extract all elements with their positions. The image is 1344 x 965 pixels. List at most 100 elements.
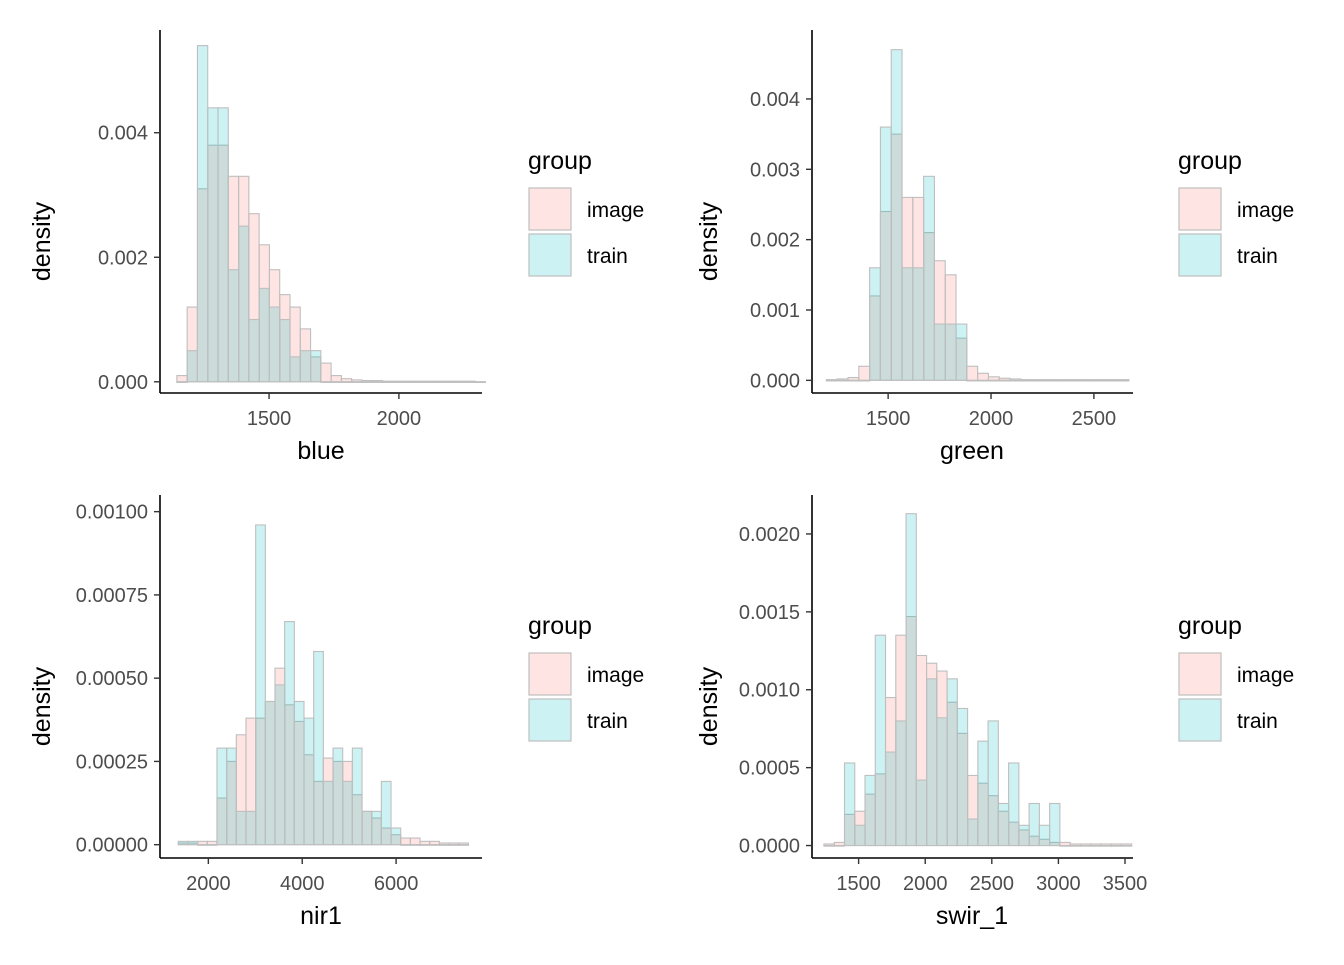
legend-key-image (1178, 187, 1222, 231)
legend: group image train (1178, 147, 1294, 277)
bar-train-9 (923, 175, 935, 381)
y-tick-label: 0.002 (98, 247, 148, 269)
bar-train-16 (998, 379, 1011, 382)
y-tick-label: 0.001 (750, 300, 800, 322)
bar-train-5 (226, 747, 237, 846)
bar-train-21 (392, 381, 404, 383)
panel-blue: 0.000 0.002 0.004 1500 2000 blue density group i… (28, 30, 644, 465)
legend-key-image (528, 187, 572, 231)
bar-train-29 (474, 381, 486, 383)
bar-train-17 (997, 802, 1010, 847)
bar-train-3 (854, 824, 866, 847)
bar-train-15 (322, 780, 334, 846)
y-tick-label: 0.00100 (76, 502, 148, 524)
x-tick-label: 2500 (1072, 408, 1117, 430)
bar-train-24 (1069, 844, 1081, 847)
legend-key-image (1178, 652, 1222, 696)
bar-train-19 (361, 810, 373, 846)
bar-train-29 (458, 844, 469, 846)
y-tick-label: 0.0005 (739, 758, 800, 780)
bar-train-22 (390, 827, 402, 846)
bar-train-13 (303, 717, 315, 846)
x-tick-label: 3000 (1036, 873, 1081, 895)
bar-train-10 (279, 318, 291, 383)
legend-label-train: train (1237, 245, 1278, 268)
bar-train-15 (987, 379, 1000, 382)
bar-train-16 (987, 720, 999, 847)
bar-train-11 (284, 620, 295, 846)
x-axis-title: blue (297, 437, 344, 465)
bar-train-10 (925, 678, 938, 847)
legend-label-train: train (587, 710, 628, 733)
x-tick-label: 2000 (186, 873, 231, 895)
bar-train-22 (1063, 379, 1076, 382)
bar-train-2 (847, 379, 860, 382)
bar-train-4 (216, 747, 228, 846)
bar-train-24 (1085, 379, 1098, 382)
bar-train-7 (248, 318, 260, 383)
series-train (825, 49, 1130, 382)
legend-label-image: image (1237, 199, 1294, 222)
bar-train-8 (255, 524, 266, 846)
legend-key-train (528, 698, 572, 742)
bar-train-19 (1031, 379, 1044, 382)
y-tick-label: 0.004 (750, 89, 800, 111)
bar-image-0 (176, 375, 188, 383)
bar-train-25 (1079, 844, 1092, 847)
bar-image-14 (320, 362, 332, 383)
bar-train-14 (313, 650, 324, 846)
bar-train-7 (895, 720, 907, 847)
legend-label-image: image (587, 664, 644, 687)
bar-train-6 (884, 751, 897, 847)
bar-image-14 (977, 372, 989, 381)
bar-train-15 (330, 381, 342, 383)
bar-train-12 (946, 678, 958, 847)
bar-train-18 (1020, 379, 1033, 382)
y-axis-title: density (695, 201, 723, 281)
y-tick-label: 0.004 (98, 123, 148, 145)
bar-train-27 (438, 844, 450, 846)
bar-train-24 (423, 381, 435, 383)
bar-train-20 (1041, 379, 1054, 382)
bar-train-13 (310, 350, 322, 383)
bar-train-12 (299, 350, 312, 383)
bar-train-8 (912, 267, 925, 381)
bar-train-20 (381, 381, 394, 383)
x-axis-title: swir_1 (936, 902, 1008, 930)
y-tick-label: 0.00050 (76, 668, 148, 690)
y-tick-label: 0.0000 (739, 836, 800, 858)
bar-train-20 (371, 810, 382, 846)
bar-image-13 (966, 365, 979, 381)
bar-train-13 (956, 707, 969, 847)
bar-train-21 (380, 780, 392, 846)
bar-train-7 (901, 267, 914, 381)
bar-train-9 (264, 700, 276, 846)
bar-train-6 (238, 225, 250, 383)
bar-train-18 (361, 381, 373, 383)
x-tick-label: 2000 (903, 873, 948, 895)
bar-train-1 (836, 379, 849, 382)
bar-image-3 (858, 365, 871, 381)
legend-key-train (1178, 698, 1222, 742)
y-tick-label: 0.003 (750, 159, 800, 181)
legend: group image train (1178, 612, 1294, 742)
bar-train-9 (915, 779, 928, 847)
series-train (823, 513, 1133, 847)
x-tick-label: 1500 (866, 408, 911, 430)
bar-train-11 (289, 356, 301, 383)
bar-train-26 (443, 381, 456, 383)
bar-train-6 (890, 49, 903, 381)
bar-train-14 (320, 381, 332, 383)
bar-train-21 (1038, 824, 1051, 847)
bar-train-1 (187, 840, 199, 846)
bar-train-5 (879, 126, 892, 381)
bar-image-15 (330, 375, 342, 383)
bar-train-4 (217, 107, 229, 383)
bar-train-19 (371, 381, 384, 383)
y-tick-label: 0.000 (98, 372, 148, 394)
bar-image-24 (409, 837, 421, 846)
bar-train-3 (858, 379, 871, 382)
bar-image-23 (400, 837, 411, 846)
bar-train-5 (874, 634, 887, 847)
